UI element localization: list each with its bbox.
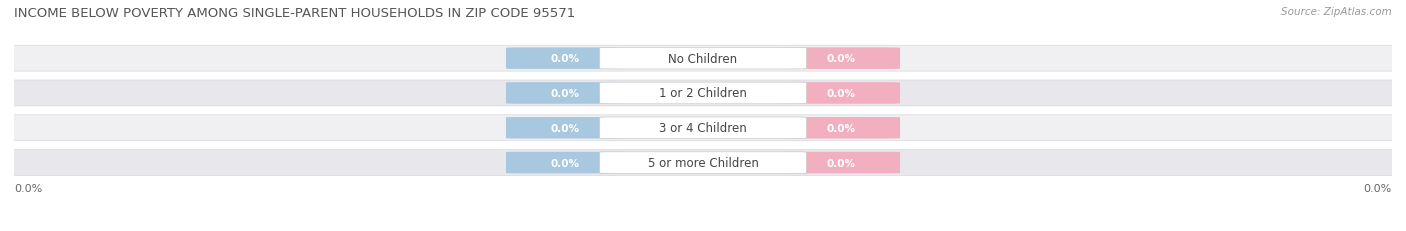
FancyBboxPatch shape: [506, 48, 623, 70]
FancyBboxPatch shape: [0, 115, 1406, 141]
Text: 0.0%: 0.0%: [827, 88, 856, 99]
Text: Source: ZipAtlas.com: Source: ZipAtlas.com: [1281, 7, 1392, 17]
Text: 0.0%: 0.0%: [827, 158, 856, 168]
FancyBboxPatch shape: [599, 118, 806, 139]
Text: 0.0%: 0.0%: [550, 54, 579, 64]
FancyBboxPatch shape: [506, 83, 623, 104]
FancyBboxPatch shape: [506, 152, 623, 174]
FancyBboxPatch shape: [783, 118, 900, 139]
Text: 0.0%: 0.0%: [550, 158, 579, 168]
FancyBboxPatch shape: [783, 48, 900, 70]
Text: 0.0%: 0.0%: [827, 123, 856, 133]
Text: 0.0%: 0.0%: [827, 54, 856, 64]
Text: 0.0%: 0.0%: [550, 88, 579, 99]
Text: 3 or 4 Children: 3 or 4 Children: [659, 122, 747, 135]
FancyBboxPatch shape: [599, 152, 806, 174]
FancyBboxPatch shape: [0, 46, 1406, 72]
FancyBboxPatch shape: [783, 83, 900, 104]
Text: No Children: No Children: [668, 52, 738, 65]
Text: 0.0%: 0.0%: [14, 183, 42, 193]
FancyBboxPatch shape: [0, 150, 1406, 176]
Text: 1 or 2 Children: 1 or 2 Children: [659, 87, 747, 100]
Text: 5 or more Children: 5 or more Children: [648, 156, 758, 169]
Text: 0.0%: 0.0%: [550, 123, 579, 133]
Text: 0.0%: 0.0%: [1364, 183, 1392, 193]
FancyBboxPatch shape: [783, 152, 900, 174]
FancyBboxPatch shape: [506, 118, 623, 139]
FancyBboxPatch shape: [599, 48, 806, 70]
FancyBboxPatch shape: [0, 81, 1406, 106]
Text: INCOME BELOW POVERTY AMONG SINGLE-PARENT HOUSEHOLDS IN ZIP CODE 95571: INCOME BELOW POVERTY AMONG SINGLE-PARENT…: [14, 7, 575, 20]
FancyBboxPatch shape: [599, 83, 806, 104]
